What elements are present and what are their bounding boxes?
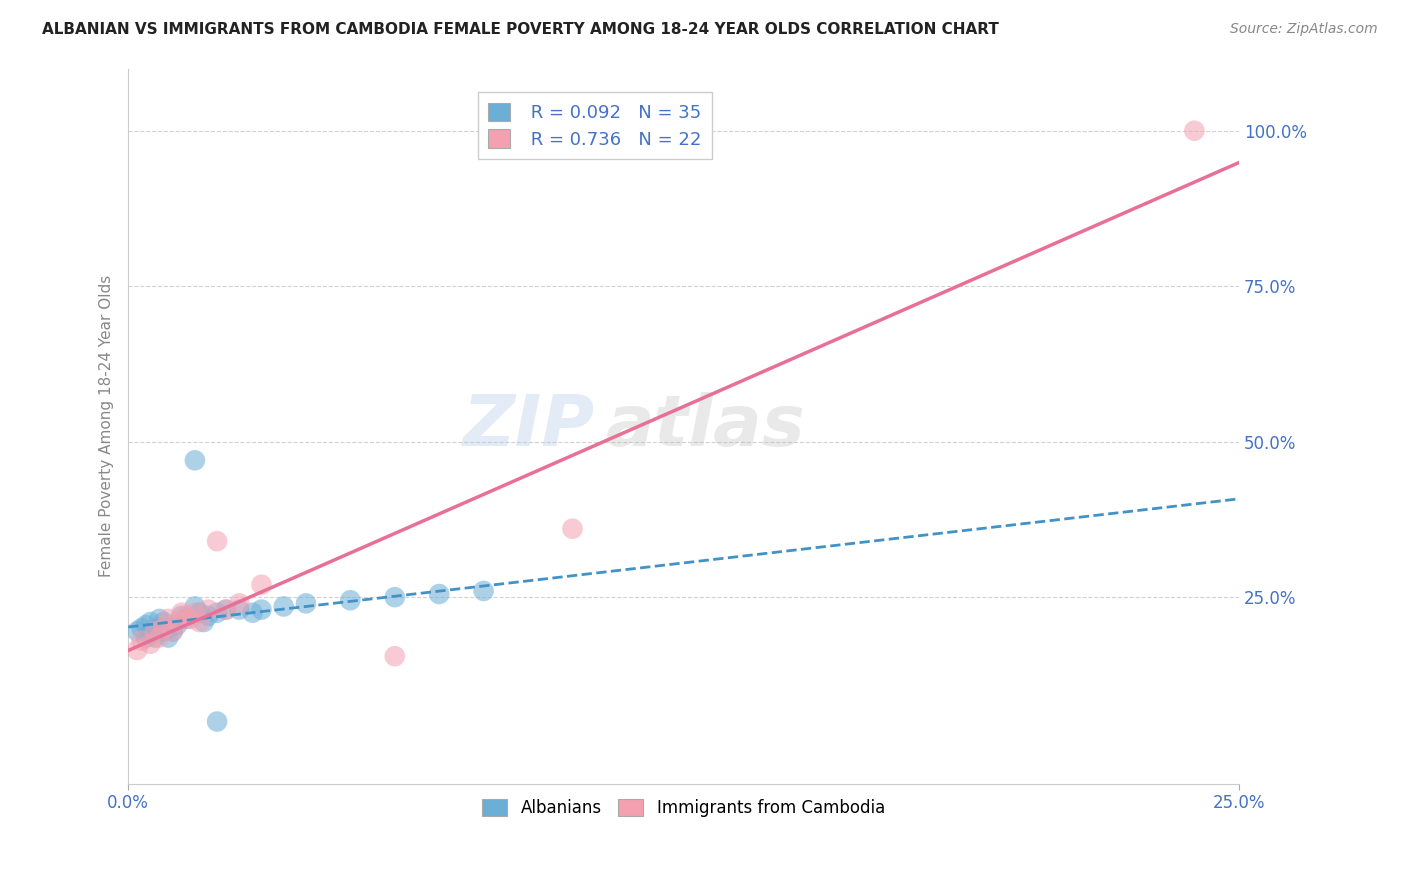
- Point: [143, 631, 166, 645]
- Point: [561, 522, 583, 536]
- Point: [197, 602, 219, 616]
- Text: ALBANIAN VS IMMIGRANTS FROM CAMBODIA FEMALE POVERTY AMONG 18-24 YEAR OLDS CORREL: ALBANIAN VS IMMIGRANTS FROM CAMBODIA FEM…: [42, 22, 1000, 37]
- Point: [148, 631, 170, 645]
- Point: [143, 624, 166, 639]
- Point: [228, 602, 250, 616]
- Point: [188, 615, 211, 629]
- Y-axis label: Female Poverty Among 18-24 Year Olds: Female Poverty Among 18-24 Year Olds: [100, 275, 114, 577]
- Text: ZIP: ZIP: [463, 392, 595, 460]
- Point: [148, 621, 170, 635]
- Point: [148, 612, 170, 626]
- Point: [139, 615, 162, 629]
- Point: [205, 606, 228, 620]
- Point: [170, 606, 193, 620]
- Point: [427, 587, 450, 601]
- Point: [242, 606, 264, 620]
- Point: [384, 590, 406, 604]
- Point: [162, 624, 184, 639]
- Point: [166, 618, 188, 632]
- Point: [179, 612, 201, 626]
- Point: [135, 618, 157, 632]
- Point: [131, 633, 153, 648]
- Point: [228, 596, 250, 610]
- Point: [205, 714, 228, 729]
- Point: [273, 599, 295, 614]
- Point: [174, 608, 197, 623]
- Point: [188, 606, 211, 620]
- Point: [143, 624, 166, 639]
- Point: [157, 621, 180, 635]
- Point: [131, 621, 153, 635]
- Point: [250, 602, 273, 616]
- Legend: Albanians, Immigrants from Cambodia: Albanians, Immigrants from Cambodia: [474, 790, 893, 825]
- Point: [197, 608, 219, 623]
- Point: [139, 637, 162, 651]
- Point: [152, 615, 174, 629]
- Point: [184, 453, 207, 467]
- Point: [215, 602, 238, 616]
- Point: [170, 608, 193, 623]
- Point: [193, 615, 215, 629]
- Point: [384, 649, 406, 664]
- Text: Source: ZipAtlas.com: Source: ZipAtlas.com: [1230, 22, 1378, 37]
- Point: [135, 631, 157, 645]
- Point: [215, 602, 238, 616]
- Point: [157, 612, 180, 626]
- Point: [295, 596, 318, 610]
- Point: [152, 624, 174, 639]
- Point: [127, 624, 149, 639]
- Point: [162, 624, 184, 639]
- Point: [152, 621, 174, 635]
- Point: [472, 583, 495, 598]
- Point: [127, 643, 149, 657]
- Point: [339, 593, 361, 607]
- Point: [174, 612, 197, 626]
- Point: [1182, 124, 1205, 138]
- Point: [184, 599, 207, 614]
- Point: [139, 627, 162, 641]
- Text: atlas: atlas: [606, 392, 806, 460]
- Point: [250, 578, 273, 592]
- Point: [205, 534, 228, 549]
- Point: [157, 631, 180, 645]
- Point: [166, 615, 188, 629]
- Point: [184, 606, 207, 620]
